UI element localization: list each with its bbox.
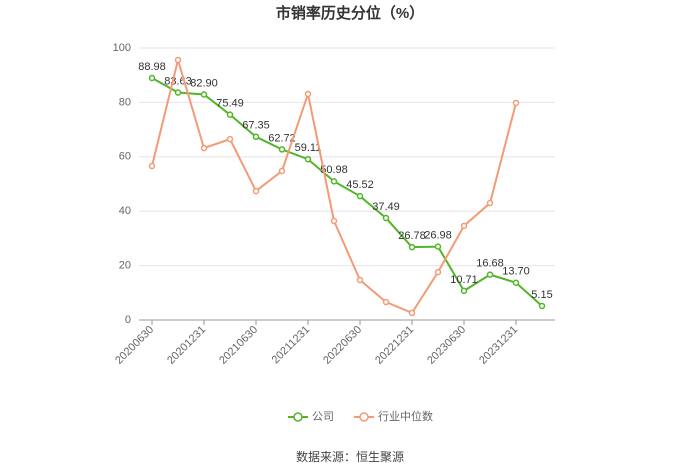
point bbox=[226, 135, 234, 143]
x-tick-label: 20230630 bbox=[425, 324, 468, 367]
point bbox=[252, 133, 260, 141]
point bbox=[356, 276, 364, 284]
point bbox=[148, 162, 156, 170]
point bbox=[330, 217, 338, 225]
legend-label: 公司 bbox=[312, 411, 334, 423]
point bbox=[304, 155, 312, 163]
point bbox=[538, 302, 546, 310]
data-label: 5.15 bbox=[531, 289, 552, 301]
y-tick-label: 100 bbox=[113, 42, 131, 54]
data-label: 50.98 bbox=[320, 164, 348, 176]
point bbox=[356, 192, 364, 200]
point bbox=[174, 56, 182, 64]
x-tick-label: 20220630 bbox=[321, 324, 364, 367]
y-tick-label: 80 bbox=[119, 96, 131, 108]
data-label: 83.63 bbox=[164, 75, 192, 87]
point bbox=[382, 298, 390, 306]
point bbox=[304, 90, 312, 98]
point bbox=[486, 271, 494, 278]
point bbox=[252, 187, 260, 195]
y-tick-label: 40 bbox=[119, 205, 131, 217]
legend-label: 行业中位数 bbox=[378, 409, 433, 423]
point bbox=[200, 144, 208, 152]
data-label: 62.72 bbox=[268, 132, 296, 144]
point bbox=[512, 99, 520, 107]
point bbox=[486, 199, 494, 207]
point bbox=[330, 178, 338, 185]
data-label: 45.52 bbox=[346, 179, 374, 191]
x-tick-label: 20221231 bbox=[373, 324, 416, 367]
x-tick-label: 20210630 bbox=[217, 324, 260, 367]
legend-marker bbox=[293, 412, 303, 422]
data-label: 82.90 bbox=[190, 77, 218, 89]
point bbox=[460, 222, 468, 230]
y-tick-label: 0 bbox=[125, 314, 131, 326]
point bbox=[512, 279, 520, 286]
point bbox=[200, 91, 208, 98]
x-tick-label: 20231231 bbox=[477, 324, 520, 367]
point bbox=[408, 309, 416, 317]
source: 数据来源：恒生聚源 bbox=[296, 449, 404, 464]
x-tick-label: 20211231 bbox=[270, 324, 313, 367]
point bbox=[278, 167, 286, 175]
point bbox=[278, 146, 286, 153]
data-label: 10.71 bbox=[450, 274, 478, 286]
line bbox=[151, 77, 543, 307]
data-label: 26.78 bbox=[398, 230, 426, 242]
point bbox=[408, 243, 416, 251]
y-tick-label: 60 bbox=[119, 151, 131, 163]
legend-marker bbox=[359, 412, 369, 422]
chart-title: 市销率历史分位（%） bbox=[276, 4, 424, 22]
data-label: 37.49 bbox=[372, 201, 400, 213]
point bbox=[434, 268, 442, 276]
data-label: 26.98 bbox=[424, 230, 452, 242]
point bbox=[434, 243, 442, 250]
y-tick-label: 20 bbox=[119, 260, 131, 272]
data-label: 88.98 bbox=[138, 61, 166, 73]
point bbox=[174, 89, 182, 96]
data-label: 67.35 bbox=[242, 120, 270, 132]
point bbox=[460, 287, 468, 295]
point bbox=[226, 111, 234, 118]
point bbox=[148, 74, 156, 82]
x-tick-label: 20201231 bbox=[165, 324, 208, 367]
x-tick-label: 20200630 bbox=[113, 324, 156, 367]
data-label: 75.49 bbox=[216, 98, 244, 110]
data-label: 16.68 bbox=[476, 258, 504, 270]
point bbox=[382, 214, 390, 222]
data-label: 13.70 bbox=[502, 266, 530, 278]
data-label: 59.11 bbox=[295, 142, 322, 154]
